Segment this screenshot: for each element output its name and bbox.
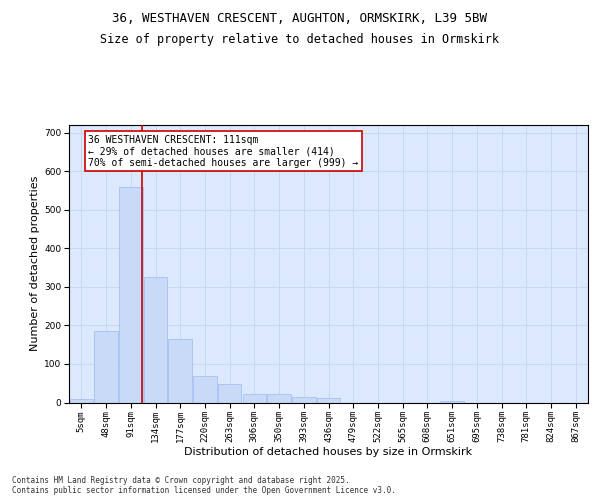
Bar (119, 186, 143, 402)
X-axis label: Distribution of detached houses by size in Ormskirk: Distribution of detached houses by size … (184, 446, 473, 456)
Bar (144, 277, 167, 402)
Bar (242, 394, 266, 402)
Y-axis label: Number of detached properties: Number of detached properties (30, 176, 40, 352)
Text: Contains HM Land Registry data © Crown copyright and database right 2025.
Contai: Contains HM Land Registry data © Crown c… (12, 476, 396, 495)
Bar (169, 339, 192, 402)
Bar (218, 384, 241, 402)
Text: Size of property relative to detached houses in Ormskirk: Size of property relative to detached ho… (101, 32, 499, 46)
Bar (317, 398, 340, 402)
Bar (94, 331, 118, 402)
Bar (70, 400, 93, 402)
Text: 36, WESTHAVEN CRESCENT, AUGHTON, ORMSKIRK, L39 5BW: 36, WESTHAVEN CRESCENT, AUGHTON, ORMSKIR… (113, 12, 487, 26)
Bar (193, 376, 217, 402)
Text: 36 WESTHAVEN CRESCENT: 111sqm
← 29% of detached houses are smaller (414)
70% of : 36 WESTHAVEN CRESCENT: 111sqm ← 29% of d… (88, 134, 359, 168)
Bar (292, 397, 316, 402)
Bar (268, 394, 291, 402)
Bar (440, 400, 464, 402)
